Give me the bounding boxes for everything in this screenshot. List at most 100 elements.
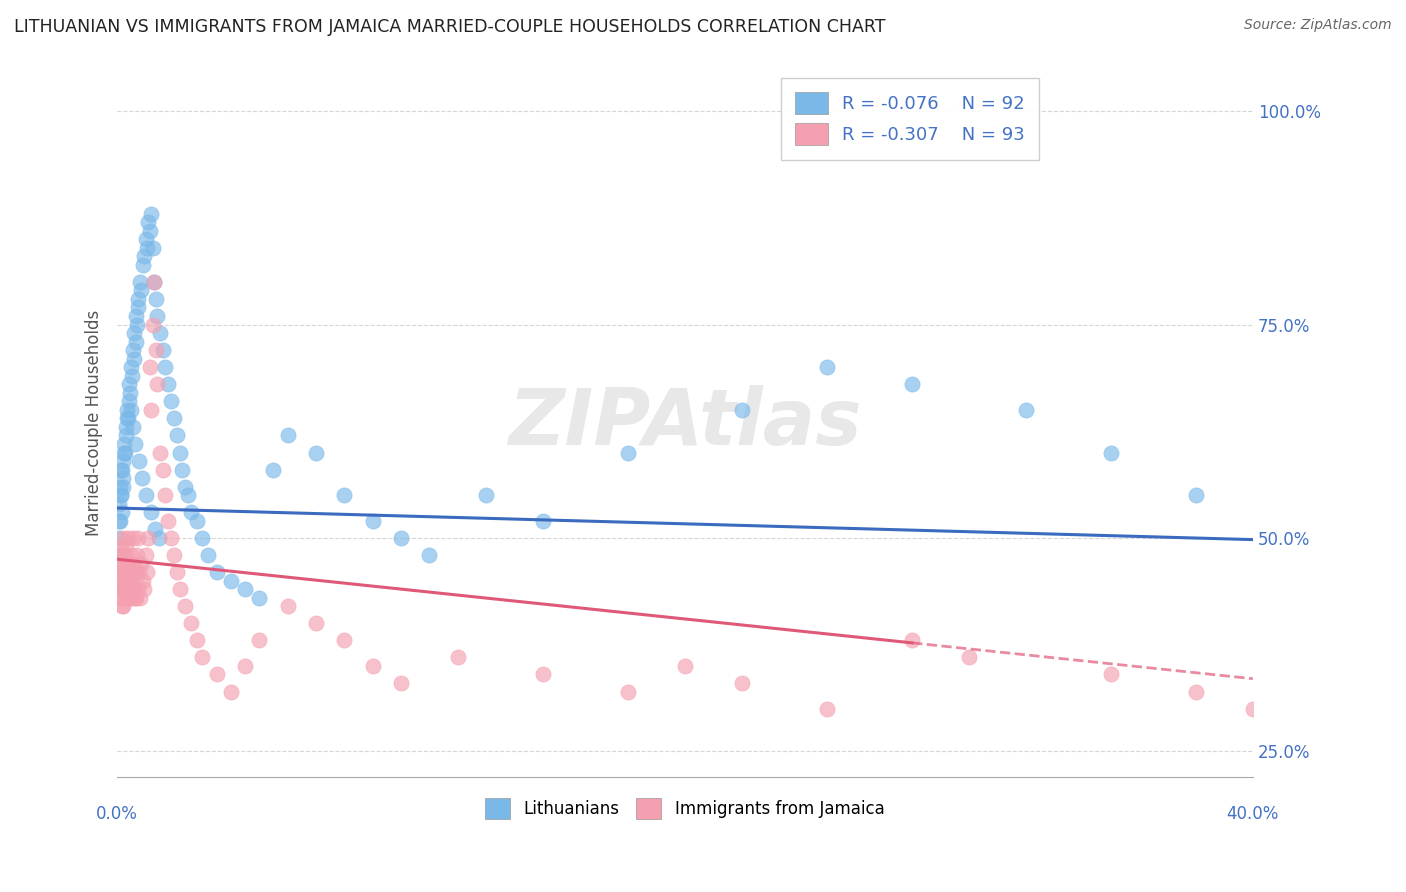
Point — [815, 701, 838, 715]
Point — [118, 591, 141, 605]
Point — [118, 385, 141, 400]
Point — [447, 650, 470, 665]
Point — [129, 275, 152, 289]
Point — [121, 531, 143, 545]
Point — [145, 343, 167, 358]
Point — [118, 574, 141, 588]
Point — [117, 531, 139, 545]
Point — [112, 565, 135, 579]
Point — [122, 326, 145, 340]
Point — [1099, 667, 1122, 681]
Point — [120, 557, 142, 571]
Point — [389, 531, 412, 545]
Point — [124, 437, 146, 451]
Point — [197, 548, 219, 562]
Point — [134, 249, 156, 263]
Point — [1185, 684, 1208, 698]
Point — [108, 574, 131, 588]
Point — [117, 394, 139, 409]
Point — [114, 582, 136, 596]
Point — [108, 548, 131, 562]
Point — [247, 633, 270, 648]
Point — [131, 284, 153, 298]
Point — [139, 505, 162, 519]
Point — [277, 599, 299, 614]
Point — [219, 574, 242, 588]
Point — [118, 557, 141, 571]
Point — [115, 428, 138, 442]
Point — [186, 633, 208, 648]
Point — [114, 445, 136, 459]
Point — [110, 488, 132, 502]
Point — [132, 574, 155, 588]
Point — [114, 574, 136, 588]
Point — [111, 557, 134, 571]
Point — [1099, 445, 1122, 459]
Point — [136, 241, 159, 255]
Point — [418, 548, 440, 562]
Point — [111, 505, 134, 519]
Y-axis label: Married-couple Households: Married-couple Households — [86, 310, 103, 536]
Point — [125, 548, 148, 562]
Point — [247, 591, 270, 605]
Point — [219, 684, 242, 698]
Point — [180, 616, 202, 631]
Point — [118, 377, 141, 392]
Point — [815, 360, 838, 375]
Point — [125, 565, 148, 579]
Point — [160, 394, 183, 409]
Point — [121, 368, 143, 383]
Point — [108, 480, 131, 494]
Point — [172, 462, 194, 476]
Point — [180, 505, 202, 519]
Point — [108, 531, 131, 545]
Point — [128, 454, 150, 468]
Point — [1185, 488, 1208, 502]
Point — [111, 480, 134, 494]
Point — [108, 514, 131, 528]
Point — [122, 582, 145, 596]
Legend: Lithuanians, Immigrants from Jamaica: Lithuanians, Immigrants from Jamaica — [479, 791, 891, 825]
Text: ZIPAtlas: ZIPAtlas — [508, 384, 862, 460]
Point — [233, 659, 256, 673]
Point — [141, 206, 163, 220]
Point — [191, 650, 214, 665]
Point — [174, 480, 197, 494]
Point — [149, 326, 172, 340]
Point — [110, 582, 132, 596]
Point — [124, 334, 146, 349]
Point — [127, 301, 149, 315]
Point — [124, 574, 146, 588]
Point — [122, 565, 145, 579]
Point — [160, 531, 183, 545]
Point — [111, 599, 134, 614]
Point — [148, 531, 170, 545]
Point — [1015, 403, 1038, 417]
Point — [305, 445, 328, 459]
Point — [122, 351, 145, 366]
Point — [149, 445, 172, 459]
Point — [108, 548, 131, 562]
Point — [111, 599, 134, 614]
Point — [146, 377, 169, 392]
Point — [333, 633, 356, 648]
Point — [108, 582, 131, 596]
Point — [129, 591, 152, 605]
Point — [127, 531, 149, 545]
Point — [191, 531, 214, 545]
Point — [124, 591, 146, 605]
Point — [139, 360, 162, 375]
Point — [143, 522, 166, 536]
Point — [143, 275, 166, 289]
Point — [169, 445, 191, 459]
Point — [110, 540, 132, 554]
Point — [155, 360, 177, 375]
Point — [1241, 701, 1264, 715]
Text: 0.0%: 0.0% — [96, 805, 138, 822]
Point — [114, 548, 136, 562]
Point — [146, 309, 169, 323]
Point — [617, 445, 640, 459]
Point — [138, 215, 160, 229]
Point — [117, 582, 139, 596]
Point — [901, 633, 924, 648]
